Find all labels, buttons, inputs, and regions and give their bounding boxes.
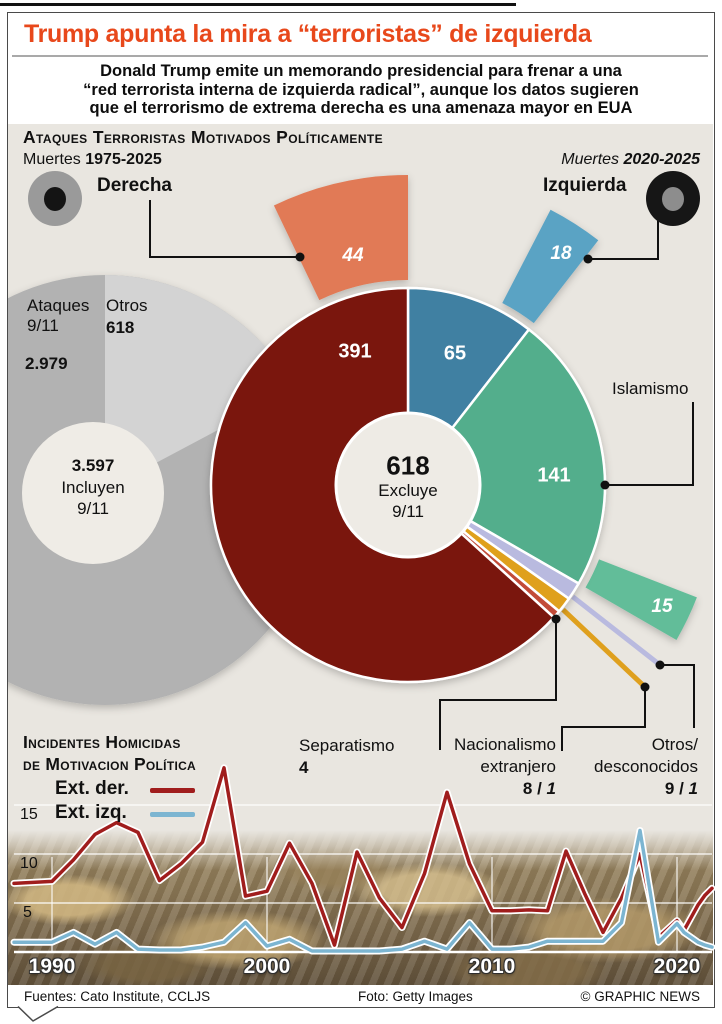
value-derecha-inner: 391 [338, 340, 372, 363]
x-tick-2020: 2020 [653, 955, 701, 978]
intro-line-3: que el terrorismo de extrema derecha es … [89, 99, 633, 117]
outer-ring-donut-icon-hole [662, 186, 684, 211]
otros-sep: / [674, 779, 689, 798]
outer-ring-donut-icon [646, 171, 700, 226]
line-chart-title-line1: Incidentes Homicidas [23, 732, 181, 752]
footer-copyright: © GRAPHIC NEWS [580, 989, 700, 1004]
context-911-label-line1: Ataques [27, 296, 90, 315]
donut-center-total: 618 [386, 450, 430, 481]
value-izquierda-outer: 18 [550, 243, 572, 264]
callout-separatismo: Separatismo [299, 736, 395, 755]
legend-ext-der: Ext. der. [55, 778, 129, 799]
callout-separatismo-value: 4 [299, 758, 309, 777]
footer-photo-credit: Foto: Getty Images [358, 989, 473, 1004]
intro-line-2: “red terrorista interna de izquierda rad… [83, 80, 639, 99]
callout-otros-line2: desconocidos [594, 757, 698, 776]
intro-line-1: Donald Trump emite un memorando presiden… [100, 62, 622, 80]
context-incl-line2: Incluyen [61, 478, 125, 497]
legend-ext-izq: Ext. izq. [55, 802, 127, 823]
y-tick-10: 10 [20, 855, 38, 872]
callout-nacionalismo-line1: Nacionalismo [453, 735, 556, 754]
y-tick-5: 5 [23, 904, 32, 921]
callout-derecha: Derecha [97, 175, 172, 196]
legend-outer-ring-label: Muertes 2020-2025 [561, 151, 700, 169]
value-islamismo-outer: 15 [651, 596, 673, 617]
context-otros-value: 618 [106, 318, 135, 337]
line-chart-title: Incidentes Homicidas de Motivacion Polít… [23, 731, 196, 775]
callout-nacionalismo: Nacionalismo extranjero 8 / 1 [454, 734, 556, 800]
y-tick-15: 15 [20, 806, 38, 823]
otros-v1975: 9 [664, 779, 675, 798]
value-izquierda-inner: 65 [443, 342, 467, 365]
legend-outer-range: 2020-2025 [623, 151, 700, 168]
legend-outer-prefix: Muertes [561, 151, 624, 168]
legend-ext-der-swatch [150, 788, 195, 793]
legend-inner-prefix: Muertes [23, 151, 86, 168]
x-tick-1990: 1990 [28, 955, 76, 978]
value-islamismo-inner: 141 [537, 464, 571, 487]
context-911-label: Ataques 9/11 [27, 296, 89, 336]
callout-islamismo: Islamismo [612, 379, 689, 398]
page-title: Trump apunta la mira a “terroristas” de … [24, 20, 592, 48]
headline-divider [12, 55, 708, 57]
x-tick-2000: 2000 [243, 955, 291, 978]
callout-izquierda: Izquierda [543, 175, 627, 196]
donut-chart-title: Ataques Terroristas Motivados Políticame… [23, 127, 384, 147]
context-911-label-line2: 9/11 [27, 316, 59, 335]
callout-nacionalismo-line2: extranjero [480, 757, 556, 776]
callout-otros-value: 9 / 1 [594, 778, 698, 800]
inner-ring-donut-icon [28, 171, 82, 226]
context-incl-value: 3.597 [71, 456, 115, 475]
inner-ring-donut-icon-hole [44, 186, 66, 211]
donut-center-note-2: 9/11 [392, 502, 424, 521]
context-incl-line3: 9/11 [77, 499, 109, 518]
frame-speech-tail [17, 1005, 59, 1022]
legend-ext-izq-swatch [150, 812, 195, 817]
intro-paragraph: Donald Trump emite un memorando presiden… [20, 62, 702, 118]
x-tick-2010: 2010 [468, 955, 516, 978]
donut-center-note-1: Excluye [378, 481, 438, 500]
callout-nacionalismo-value: 8 / 1 [454, 778, 556, 800]
otros-v2020: 1 [688, 779, 698, 798]
callout-otros: Otros/ desconocidos 9 / 1 [594, 734, 698, 800]
line-chart-title-line2: de Motivacion Política [23, 754, 197, 774]
context-911-value: 2.979 [25, 354, 68, 373]
nacionalismo-v1975: 8 [522, 779, 533, 798]
footer-sources: Fuentes: Cato Institute, CCLJS [24, 989, 211, 1004]
nacionalismo-v2020: 1 [546, 779, 556, 798]
context-otros-label: Otros [106, 296, 148, 315]
legend-inner-range: 1975-2025 [85, 151, 162, 168]
nacionalismo-sep: / [532, 779, 547, 798]
legend-inner-ring-label: Muertes 1975-2025 [23, 151, 162, 169]
value-derecha-outer: 44 [342, 245, 364, 266]
callout-otros-line1: Otros/ [651, 735, 698, 754]
bullet-casings-photo [8, 830, 713, 985]
top-crop-line [0, 3, 516, 6]
